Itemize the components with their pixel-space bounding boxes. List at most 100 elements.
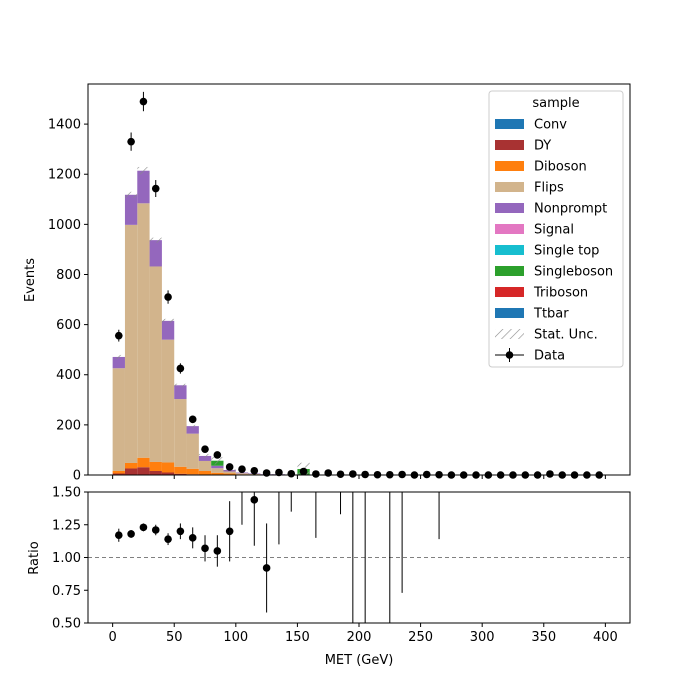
legend-swatch-dy xyxy=(495,140,524,150)
ratio-y-axis-label: Ratio xyxy=(27,541,42,574)
data-point xyxy=(546,470,554,478)
bar-nonprompt xyxy=(137,170,150,204)
legend-label: Diboson xyxy=(534,160,587,175)
bar-diboson xyxy=(198,470,212,475)
y-tick-label: 0 xyxy=(73,469,81,484)
data-point xyxy=(324,469,333,477)
ratio-point xyxy=(188,534,197,542)
data-point xyxy=(213,451,222,459)
bar-diboson xyxy=(124,462,138,469)
ratio-point xyxy=(114,531,123,540)
data-point xyxy=(262,469,271,477)
ratio-point xyxy=(127,530,135,538)
ratio-point xyxy=(250,496,259,504)
bar-flips xyxy=(198,460,212,471)
legend-label: Nonprompt xyxy=(534,202,607,217)
data-point xyxy=(299,467,308,476)
bar-diboson xyxy=(223,473,236,475)
bar-dy xyxy=(149,470,162,475)
legend-label: Triboson xyxy=(533,286,588,301)
bar-nonprompt xyxy=(186,426,199,434)
stat-unc-band xyxy=(137,166,150,175)
legend-label: Flips xyxy=(534,181,564,196)
legend-title: sample xyxy=(532,96,579,111)
bar-nonprompt xyxy=(124,194,138,225)
bar-nonprompt xyxy=(174,385,187,400)
ratio-point xyxy=(151,526,160,534)
stat-unc-band xyxy=(124,191,138,198)
x-tick-label: 100 xyxy=(223,630,248,645)
ratio-panel: 0 50 100 150 200 250 300 350 400 0.50 0.75 1.00 1.2… xyxy=(27,486,631,668)
data-point xyxy=(422,470,431,479)
bar-flips xyxy=(124,224,138,463)
main-x-ticks xyxy=(112,475,606,479)
bar-diboson xyxy=(174,466,187,474)
x-tick-label: 200 xyxy=(347,630,372,645)
main-y-axis-label: Events xyxy=(23,258,38,302)
stat-unc-band xyxy=(149,237,162,243)
bar-nonprompt xyxy=(112,356,125,369)
legend-label: Conv xyxy=(534,118,567,133)
legend-swatch-single-top xyxy=(495,245,524,255)
main-y-ticks: 0 200 400 600 800 1000 1200 1400 xyxy=(48,118,88,484)
bar-diboson xyxy=(186,468,199,475)
bar-flips xyxy=(223,471,236,474)
ratio-point xyxy=(139,523,148,532)
ratio-y-tick-label: 1.00 xyxy=(52,551,81,566)
legend-swatch-triboson xyxy=(495,287,524,297)
data-point xyxy=(275,468,283,477)
y-tick-label: 800 xyxy=(56,268,81,283)
data-point xyxy=(250,466,259,475)
data-point xyxy=(238,465,246,474)
bar-dy xyxy=(137,467,150,475)
bar-flips xyxy=(161,339,175,463)
legend-swatch-singleboson xyxy=(495,266,524,276)
legend-label: DY xyxy=(534,139,551,154)
main-panel: 0 200 400 600 800 1000 1200 1400 Events xyxy=(23,83,631,484)
bar-diboson xyxy=(161,462,175,473)
y-tick-label: 400 xyxy=(56,368,81,383)
bar-dy xyxy=(124,468,138,475)
bar-dy xyxy=(161,472,175,475)
y-tick-label: 1200 xyxy=(48,168,81,183)
stat-unc-band xyxy=(174,383,187,387)
data-point xyxy=(336,470,345,479)
ratio-point xyxy=(201,544,209,553)
data-point xyxy=(176,364,185,373)
y-tick-label: 1000 xyxy=(48,218,81,233)
ratio-point xyxy=(176,527,185,536)
x-tick-label: 250 xyxy=(408,630,433,645)
legend-swatch-stat-unc xyxy=(495,329,524,339)
ratio-y-ticks: 0.50 0.75 1.00 1.25 1.50 xyxy=(52,486,88,632)
bar-nonprompt xyxy=(161,320,175,340)
data-point xyxy=(139,97,148,106)
ratio-points xyxy=(114,492,440,623)
data-point xyxy=(225,463,234,471)
stat-unc-band xyxy=(211,456,224,465)
data-point xyxy=(114,331,123,340)
legend-label: Ttbar xyxy=(533,307,569,322)
legend-label: Single top xyxy=(534,244,599,259)
bar-flips xyxy=(174,399,187,467)
ratio-y-tick-label: 1.25 xyxy=(52,518,81,533)
x-tick-label: 50 xyxy=(166,630,183,645)
ratio-point xyxy=(213,547,222,555)
bar-dy xyxy=(112,473,125,475)
legend-swatch-diboson xyxy=(495,161,524,171)
data-point xyxy=(151,184,160,193)
legend-data-marker xyxy=(505,351,514,359)
data-point xyxy=(127,137,135,146)
x-axis-label: MET (GeV) xyxy=(325,653,394,668)
data-point xyxy=(349,470,357,478)
x-tick-label: 150 xyxy=(285,630,310,645)
data-point xyxy=(398,470,406,479)
y-tick-label: 200 xyxy=(56,418,81,433)
data-point xyxy=(201,445,209,453)
x-tick-label: 300 xyxy=(470,630,495,645)
legend-swatch-conv xyxy=(495,119,524,129)
stat-unc-band xyxy=(112,354,125,359)
legend-swatch-signal xyxy=(495,224,524,234)
legend-label: Data xyxy=(534,349,565,364)
y-tick-label: 1400 xyxy=(48,118,81,133)
